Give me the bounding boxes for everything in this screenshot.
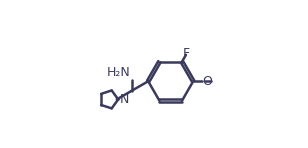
Text: O: O [202, 75, 213, 88]
Text: H₂N: H₂N [107, 66, 130, 79]
Text: F: F [183, 47, 190, 60]
Text: N: N [120, 93, 129, 106]
